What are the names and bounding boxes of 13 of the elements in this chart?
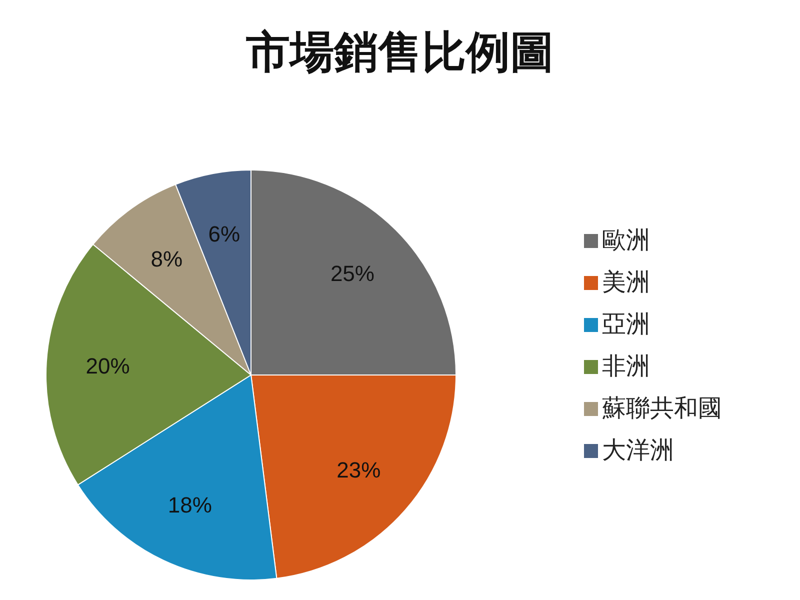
legend-label: 蘇聯共和國 <box>602 394 722 422</box>
legend-label: 大洋洲 <box>602 436 674 464</box>
legend-label: 亞洲 <box>602 310 650 338</box>
data-label: 6% <box>208 222 240 247</box>
legend-label: 非洲 <box>602 352 650 380</box>
legend-label: 歐洲 <box>602 226 650 254</box>
data-label: 18% <box>168 492 212 518</box>
data-label: 20% <box>86 353 130 378</box>
data-label: 25% <box>330 261 374 286</box>
chart-title: 市場銷售比例圖 <box>245 26 555 80</box>
data-label: 8% <box>150 246 183 272</box>
legend-label: 美洲 <box>602 268 650 296</box>
data-label: 23% <box>336 457 381 482</box>
